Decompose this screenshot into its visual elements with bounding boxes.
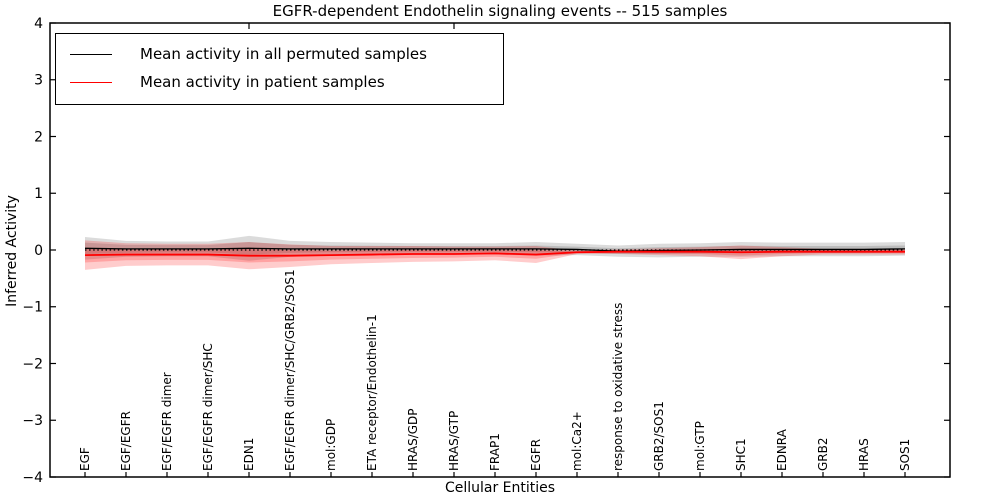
legend-label-permuted: Mean activity in all permuted samples: [140, 45, 427, 63]
x-axis-title: Cellular Entities: [444, 480, 556, 496]
x-tick-label: response to oxidative stress: [611, 303, 625, 471]
y-tick-label: −1: [22, 300, 43, 316]
y-tick-label: −2: [22, 356, 43, 372]
x-tick-label: mol:GDP: [324, 419, 338, 471]
y-axis-title: Inferred Activity: [4, 195, 20, 307]
x-tick-label: HRAS/GTP: [447, 411, 461, 471]
x-tick-label: mol:Ca2+: [570, 411, 584, 471]
x-tick-label: ETA receptor/Endothelin-1: [365, 314, 379, 471]
x-tick-label: FRAP1: [488, 433, 502, 471]
legend-label-patient: Mean activity in patient samples: [140, 73, 385, 91]
x-tick-label: EGF: [78, 447, 92, 471]
x-tick-label: EDN1: [242, 438, 256, 471]
x-tick-label: SHC1: [734, 438, 748, 471]
legend: Mean activity in all permuted samples Me…: [55, 33, 504, 105]
x-tick-label: GRB2: [816, 437, 830, 471]
y-tick-label: 3: [34, 73, 43, 89]
x-tick-label: EGF/EGFR dimer/SHC/GRB2/SOS1: [283, 269, 297, 471]
y-tick-label: 1: [34, 186, 43, 202]
x-tick-label: EGF/EGFR dimer/SHC: [201, 343, 215, 471]
y-tick-label: −3: [22, 413, 43, 429]
x-tick-label: EGFR: [529, 439, 543, 471]
series-line-patient: [84, 250, 905, 257]
legend-item-permuted: Mean activity in all permuted samples: [56, 40, 503, 68]
x-tick-label: HRAS: [857, 438, 871, 471]
x-tick-label: mol:GTP: [693, 421, 707, 471]
x-tick-label: EGF/EGFR: [119, 411, 133, 471]
x-tick-label: GRB2/SOS1: [652, 401, 666, 471]
x-tick-label: EGF/EGFR dimer: [160, 372, 174, 471]
y-tick-label: 2: [34, 129, 43, 145]
band-patient: [85, 240, 905, 270]
legend-line-sample-permuted: [70, 53, 112, 55]
series-line-permuted: [84, 247, 906, 252]
y-tick-label: 4: [34, 16, 43, 32]
x-tick-label: SOS1: [898, 439, 912, 471]
chart-title: EGFR-dependent Endothelin signaling even…: [272, 2, 728, 20]
legend-item-patient: Mean activity in patient samples: [56, 68, 503, 96]
legend-line-sample-patient: [70, 81, 112, 83]
y-tick-label: −4: [22, 470, 43, 486]
x-tick-label: HRAS/GDP: [406, 408, 420, 471]
y-tick-label: 0: [34, 243, 43, 259]
x-tick-label: EDNRA: [775, 428, 789, 471]
